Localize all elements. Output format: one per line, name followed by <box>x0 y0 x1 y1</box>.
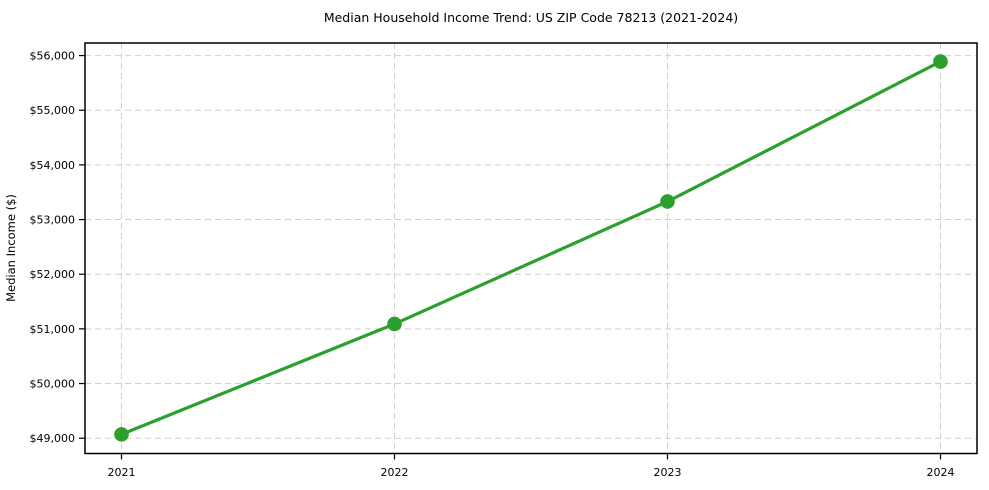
x-tick-label: 2023 <box>654 466 682 479</box>
plot-border <box>84 42 978 455</box>
y-tick-label: $49,000 <box>30 432 76 445</box>
y-tick-label: $52,000 <box>30 268 76 281</box>
y-tick-label: $53,000 <box>30 214 76 227</box>
series-line <box>119 59 943 436</box>
x-tick-label: 2022 <box>381 466 409 479</box>
y-tick-label: $56,000 <box>30 50 76 63</box>
y-tick-label: $51,000 <box>30 323 76 336</box>
data-point <box>660 194 675 209</box>
x-tick-label: 2021 <box>108 466 136 479</box>
y-tick-label: $55,000 <box>30 104 76 117</box>
y-tick-label: $50,000 <box>30 378 76 391</box>
grid-layer <box>85 43 977 454</box>
axis-layer: $49,000 $50,000 $51,000 $52,000 $53,000 $54,0… <box>30 42 978 479</box>
series-layer <box>114 54 948 442</box>
y-axis-label: Median Income ($) <box>4 194 18 302</box>
data-point <box>114 427 129 442</box>
x-tick-label: 2024 <box>927 466 955 479</box>
y-tick-label: $54,000 <box>30 159 76 172</box>
chart-title: Median Household Income Trend: US ZIP Co… <box>324 10 738 25</box>
data-point <box>933 54 948 69</box>
data-point <box>387 316 402 332</box>
